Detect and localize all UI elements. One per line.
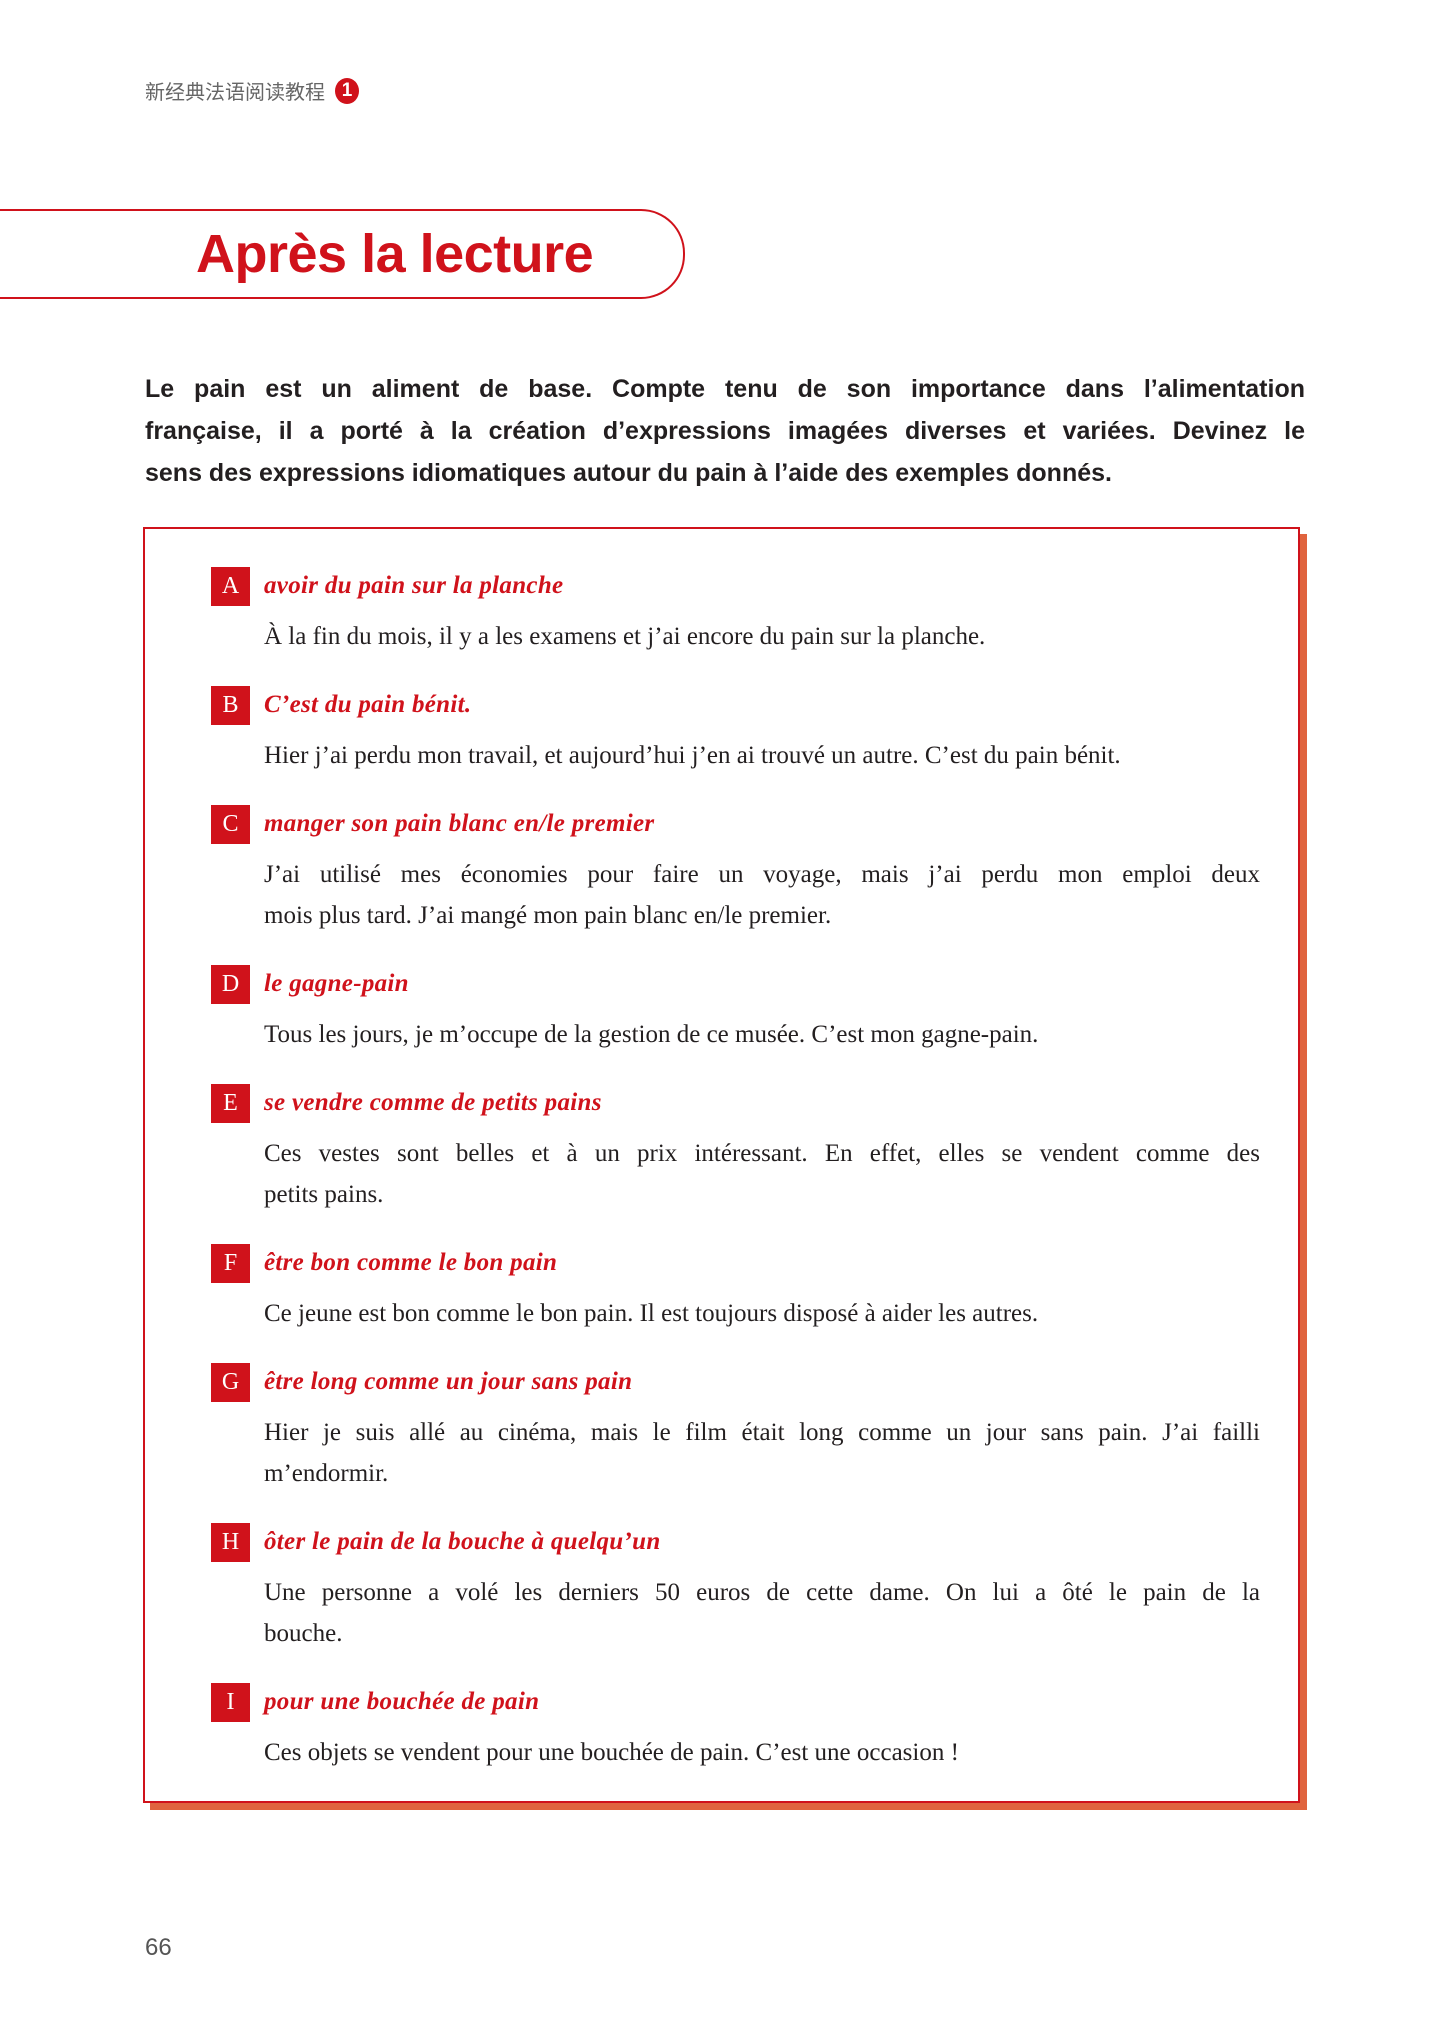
- example-sentence: À la fin du mois, il y a les examens et …: [264, 616, 1260, 657]
- expression-item: E se vendre comme de petits pains Ces ve…: [211, 1083, 1260, 1215]
- expression-heading: C manger son pain blanc en/le premier: [211, 804, 1256, 844]
- example-sentence: Ces vestes sont belles et à un prix inté…: [264, 1133, 1260, 1215]
- letter-badge: H: [211, 1522, 250, 1562]
- expression-item: H ôter le pain de la bouche à quelqu’un …: [211, 1522, 1260, 1654]
- expression-phrase: se vendre comme de petits pains: [264, 1089, 602, 1116]
- expression-heading: I pour une bouchée de pain: [211, 1682, 1256, 1722]
- expression-heading: H ôter le pain de la bouche à quelqu’un: [211, 1522, 1256, 1562]
- expression-heading: F être bon comme le bon pain: [211, 1243, 1256, 1283]
- example-line: Hier je suis allé au cinéma, mais le fil…: [264, 1419, 1260, 1446]
- example-sentence: Tous les jours, je m’occupe de la gestio…: [264, 1014, 1260, 1055]
- running-header: 新经典法语阅读教程 1: [145, 76, 359, 105]
- example-line: Ce jeune est bon comme le bon pain. Il e…: [264, 1300, 1039, 1327]
- letter-badge: F: [211, 1243, 250, 1283]
- expressions-box: A avoir du pain sur la planche À la fin …: [143, 527, 1300, 1803]
- example-line: À la fin du mois, il y a les examens et …: [264, 623, 986, 650]
- expression-item: A avoir du pain sur la planche À la fin …: [211, 566, 1256, 657]
- section-title: Après la lecture: [196, 224, 594, 284]
- expression-heading: D le gagne-pain: [211, 964, 1256, 1004]
- expression-heading: A avoir du pain sur la planche: [211, 566, 1256, 606]
- example-sentence: Ce jeune est bon comme le bon pain. Il e…: [264, 1293, 1260, 1334]
- letter-badge: C: [211, 804, 250, 844]
- example-line: J’ai utilisé mes économies pour faire un…: [264, 861, 1260, 888]
- example-line: mois plus tard. J’ai mangé mon pain blan…: [264, 902, 832, 929]
- letter-badge: E: [211, 1083, 250, 1123]
- expression-phrase: être long comme un jour sans pain: [264, 1368, 633, 1395]
- expression-heading: G être long comme un jour sans pain: [211, 1362, 1256, 1402]
- expression-phrase: avoir du pain sur la planche: [264, 572, 564, 599]
- expression-phrase: le gagne-pain: [264, 970, 409, 997]
- letter-badge: I: [211, 1682, 250, 1722]
- example-line: bouche.: [264, 1620, 343, 1647]
- expression-phrase: pour une bouchée de pain: [264, 1688, 540, 1715]
- letter-badge: B: [211, 685, 250, 725]
- example-line: petits pains.: [264, 1181, 384, 1208]
- intro-line: sens des expressions idiomatiques autour…: [145, 459, 1112, 487]
- page-number: 66: [145, 1934, 172, 1961]
- letter-badge: A: [211, 566, 250, 606]
- letter-badge: D: [211, 964, 250, 1004]
- example-line: Ces objets se vendent pour une bouchée d…: [264, 1739, 959, 1766]
- expression-heading: B C’est du pain bénit.: [211, 685, 1256, 725]
- expression-phrase: être bon comme le bon pain: [264, 1249, 558, 1276]
- expression-item: C manger son pain blanc en/le premier J’…: [211, 804, 1260, 936]
- example-sentence: Une personne a volé les derniers 50 euro…: [264, 1572, 1260, 1654]
- letter-badge: G: [211, 1362, 250, 1402]
- intro-line: française, il a porté à la création d’ex…: [145, 417, 1305, 445]
- example-line: Ces vestes sont belles et à un prix inté…: [264, 1140, 1260, 1167]
- expression-item: D le gagne-pain Tous les jours, je m’occ…: [211, 964, 1256, 1055]
- intro-paragraph: Le pain est un aliment de base. Compte t…: [145, 368, 1305, 494]
- expression-item: B C’est du pain bénit. Hier j’ai perdu m…: [211, 685, 1256, 776]
- expression-heading: E se vendre comme de petits pains: [211, 1083, 1256, 1123]
- book-title: 新经典法语阅读教程: [145, 80, 325, 104]
- title-frame: [0, 209, 685, 299]
- example-line: Hier j’ai perdu mon travail, et aujourd’…: [264, 742, 1121, 769]
- example-line: Une personne a volé les derniers 50 euro…: [264, 1579, 1260, 1606]
- expression-phrase: C’est du pain bénit.: [264, 691, 472, 718]
- example-sentence: J’ai utilisé mes économies pour faire un…: [264, 854, 1260, 936]
- example-sentence: Hier j’ai perdu mon travail, et aujourd’…: [264, 735, 1260, 776]
- volume-badge: 1: [335, 77, 359, 104]
- intro-line: Le pain est un aliment de base. Compte t…: [145, 375, 1305, 403]
- expression-item: G être long comme un jour sans pain Hier…: [211, 1362, 1260, 1494]
- expression-item: F être bon comme le bon pain Ce jeune es…: [211, 1243, 1256, 1334]
- example-line: m’endormir.: [264, 1460, 389, 1487]
- example-line: Tous les jours, je m’occupe de la gestio…: [264, 1021, 1039, 1048]
- expression-phrase: manger son pain blanc en/le premier: [264, 810, 655, 837]
- expression-item: I pour une bouchée de pain Ces objets se…: [211, 1682, 1256, 1773]
- example-sentence: Hier je suis allé au cinéma, mais le fil…: [264, 1412, 1260, 1494]
- example-sentence: Ces objets se vendent pour une bouchée d…: [264, 1732, 1260, 1773]
- expression-phrase: ôter le pain de la bouche à quelqu’un: [264, 1528, 661, 1555]
